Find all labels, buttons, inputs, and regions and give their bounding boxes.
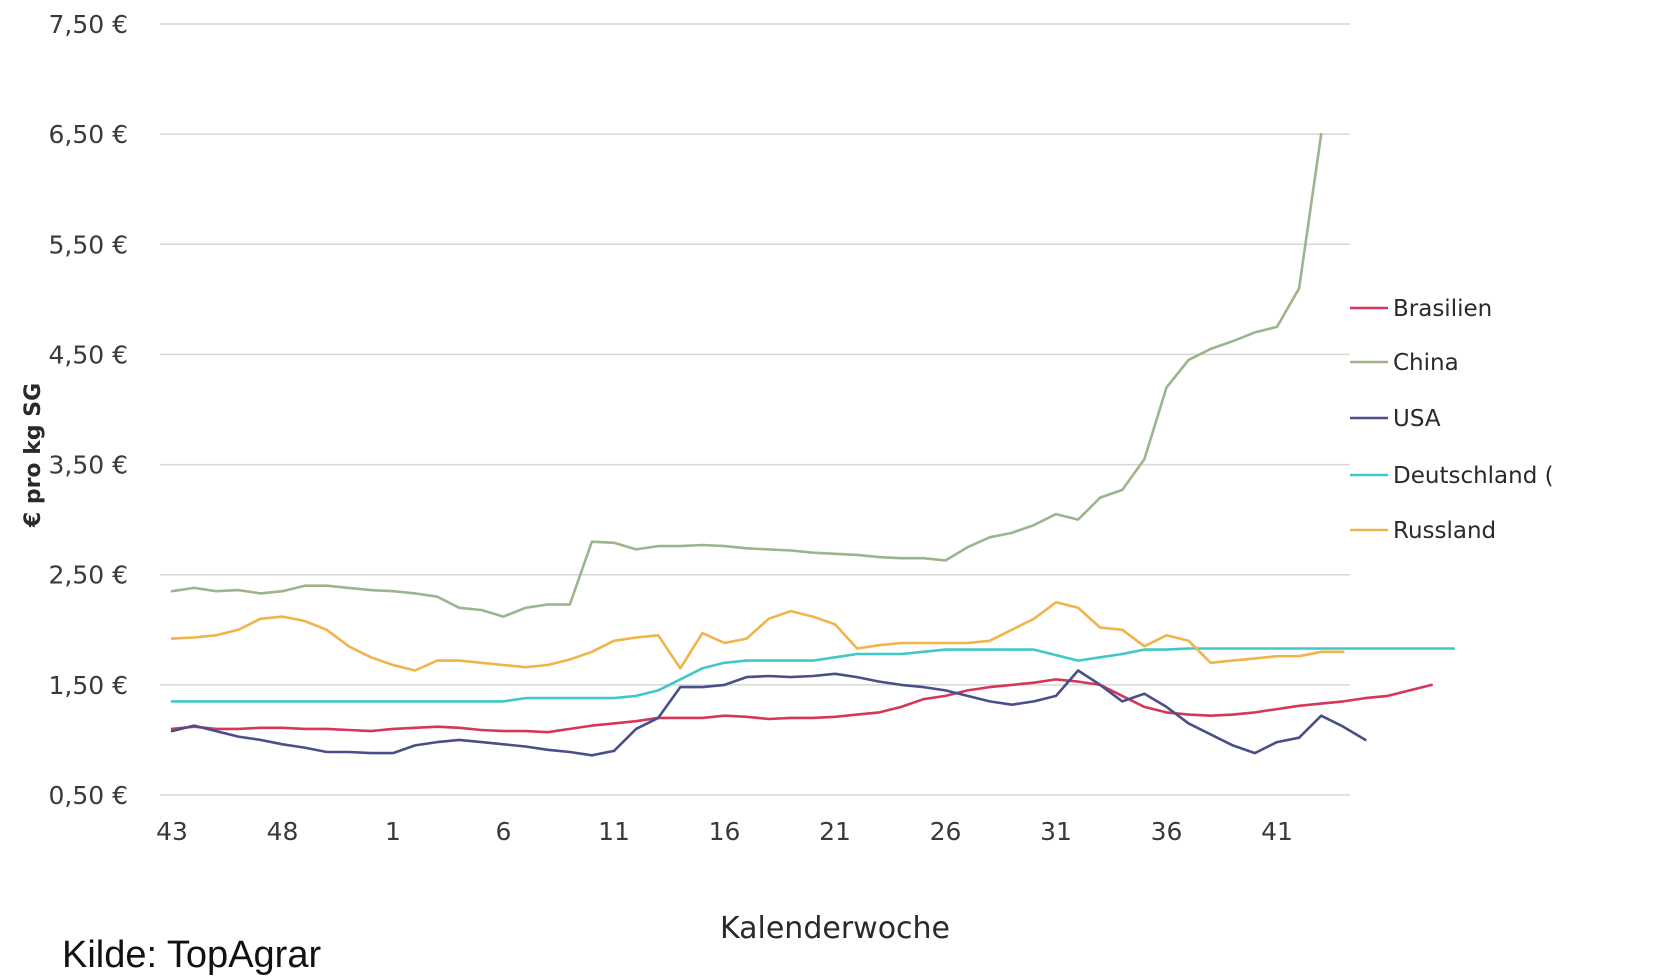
legend-label: China <box>1393 350 1459 376</box>
series-lines <box>170 132 1456 757</box>
y-tick-label: 3,50 € <box>48 451 128 480</box>
x-tick-label: 1 <box>385 817 401 846</box>
x-tick-labels: 43 48 1 6 11 16 21 26 31 36 41 <box>156 817 1293 846</box>
series-line-russland <box>170 600 1345 672</box>
x-tick-label: 11 <box>598 817 630 846</box>
y-tick-label: 0,50 € <box>48 781 128 810</box>
y-tick-label: 5,50 € <box>48 230 128 259</box>
x-tick-label: 48 <box>267 817 299 846</box>
source-caption: Kilde: TopAgrar <box>62 934 322 976</box>
y-tick-label: 1,50 € <box>48 671 128 700</box>
legend-label: Deutschland ( <box>1393 463 1554 489</box>
y-tick-label: 4,50 € <box>48 340 128 369</box>
legend: Brasilien China USA Deutschland ( Russland <box>1350 296 1554 544</box>
x-tick-label: 31 <box>1040 817 1072 846</box>
x-tick-label: 6 <box>496 817 512 846</box>
legend-label: Russland <box>1393 518 1496 544</box>
x-tick-label: 41 <box>1261 817 1293 846</box>
x-tick-label: 43 <box>156 817 188 846</box>
y-tick-labels: 0,50 € 1,50 € 2,50 € 3,50 € 4,50 € 5,50 € 6,50… <box>48 10 128 810</box>
x-tick-label: 36 <box>1151 817 1183 846</box>
legend-label: USA <box>1393 406 1441 432</box>
series-line-china <box>170 132 1323 618</box>
x-tick-label: 16 <box>709 817 741 846</box>
y-tick-label: 7,50 € <box>48 10 128 39</box>
x-tick-label: 26 <box>930 817 962 846</box>
legend-label: Brasilien <box>1393 296 1492 322</box>
series-line-brasilien <box>170 678 1433 734</box>
y-tick-label: 6,50 € <box>48 120 128 149</box>
y-tick-label: 2,50 € <box>48 561 128 590</box>
gridlines <box>160 23 1350 796</box>
x-axis-title: Kalenderwoche <box>720 911 950 946</box>
series-line-deutschland <box>170 647 1456 703</box>
series-line-usa <box>170 669 1367 757</box>
y-axis-title: € pro kg SG <box>21 383 46 528</box>
x-tick-label: 21 <box>819 817 851 846</box>
